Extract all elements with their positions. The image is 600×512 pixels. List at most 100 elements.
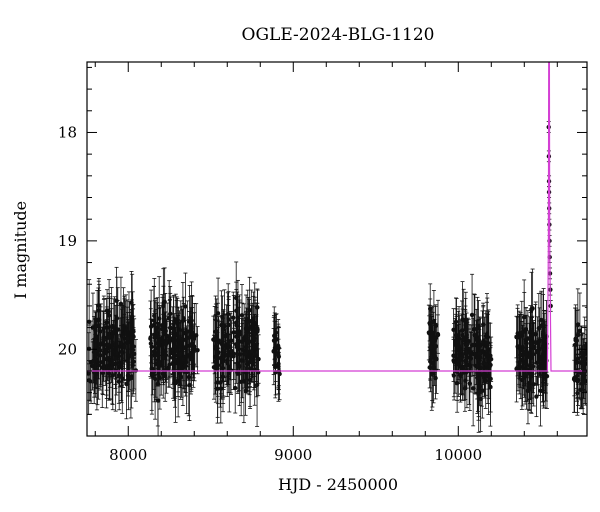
data-marker — [544, 374, 550, 379]
data-marker — [188, 315, 193, 320]
data-marker — [128, 336, 134, 341]
data-marker — [231, 351, 237, 357]
data-marker — [256, 356, 261, 362]
data-marker — [172, 380, 178, 386]
data-point — [255, 288, 260, 327]
data-marker — [463, 358, 468, 364]
data-point — [514, 315, 519, 359]
data-marker — [215, 386, 220, 392]
data-marker — [160, 326, 165, 332]
data-marker — [525, 336, 531, 341]
x-tick-label: 8000 — [109, 446, 147, 464]
data-marker — [523, 372, 528, 378]
data-point — [190, 307, 195, 359]
data-marker — [477, 351, 483, 356]
data-marker — [223, 352, 228, 358]
data-marker — [114, 351, 120, 356]
data-marker — [535, 360, 540, 365]
data-point — [571, 345, 577, 413]
data-point — [534, 330, 540, 374]
data-marker — [109, 324, 114, 330]
data-marker — [218, 380, 223, 385]
data-marker — [536, 326, 542, 331]
data-point — [472, 294, 478, 376]
data-marker — [124, 381, 129, 387]
data-marker — [575, 332, 581, 338]
data-point — [113, 333, 118, 385]
data-point — [155, 341, 161, 427]
data-marker — [101, 326, 107, 331]
data-marker — [171, 329, 176, 334]
data-marker — [239, 313, 245, 318]
data-marker — [455, 362, 460, 367]
data-point — [465, 317, 470, 370]
data-marker — [101, 337, 106, 342]
data-point — [234, 289, 239, 333]
data-point — [463, 335, 468, 387]
data-point — [174, 321, 180, 381]
data-point — [541, 288, 546, 362]
data-point — [271, 315, 277, 366]
chart-title: OGLE-2024-BLG-1120 — [242, 25, 435, 45]
data-point — [191, 341, 196, 388]
data-marker — [95, 359, 101, 364]
y-tick-label: 18 — [58, 123, 77, 141]
data-marker — [97, 348, 103, 353]
data-point — [118, 317, 123, 369]
data-point — [166, 347, 171, 388]
data-marker — [251, 316, 256, 321]
data-point — [166, 280, 172, 357]
data-marker — [431, 365, 436, 370]
data-marker — [527, 384, 532, 390]
data-marker — [249, 349, 254, 354]
data-marker — [152, 376, 158, 382]
axis-ticks: 8000 9000 10000 18 19 20 — [58, 62, 587, 464]
data-marker — [454, 332, 459, 338]
data-marker — [163, 341, 169, 347]
data-marker — [93, 347, 98, 353]
data-point — [152, 338, 158, 420]
data-marker — [254, 382, 260, 388]
data-marker — [571, 377, 577, 382]
data-marker — [451, 358, 456, 363]
data-point — [160, 332, 166, 383]
data-point — [187, 349, 192, 422]
data-point — [237, 301, 242, 368]
data-marker — [122, 344, 127, 350]
data-point — [172, 335, 177, 385]
data-marker — [130, 347, 136, 353]
data-point — [87, 279, 92, 365]
x-axis-label: HJD - 2450000 — [278, 475, 398, 494]
data-marker — [529, 307, 534, 313]
data-point — [529, 328, 535, 405]
data-point — [223, 328, 228, 382]
data-point — [181, 296, 186, 340]
data-point — [579, 334, 584, 373]
data-point — [239, 284, 245, 347]
data-marker — [152, 313, 157, 319]
data-marker — [271, 338, 277, 343]
data-marker — [157, 360, 162, 365]
data-marker — [106, 313, 112, 318]
data-marker — [518, 357, 523, 363]
data-point — [181, 330, 186, 389]
data-marker — [460, 366, 466, 371]
data-marker — [470, 386, 476, 391]
data-point — [455, 345, 460, 383]
data-marker — [514, 334, 519, 340]
data-marker — [195, 347, 200, 353]
data-point — [582, 325, 587, 392]
data-point — [276, 323, 281, 388]
data-marker — [531, 352, 536, 357]
data-marker — [105, 342, 110, 347]
data-marker — [186, 335, 192, 340]
data-point — [106, 346, 112, 401]
data-marker — [87, 378, 92, 383]
data-point — [523, 347, 528, 402]
plot-area — [87, 62, 587, 436]
data-point — [475, 374, 481, 412]
data-marker — [575, 390, 580, 396]
data-marker — [118, 340, 123, 346]
